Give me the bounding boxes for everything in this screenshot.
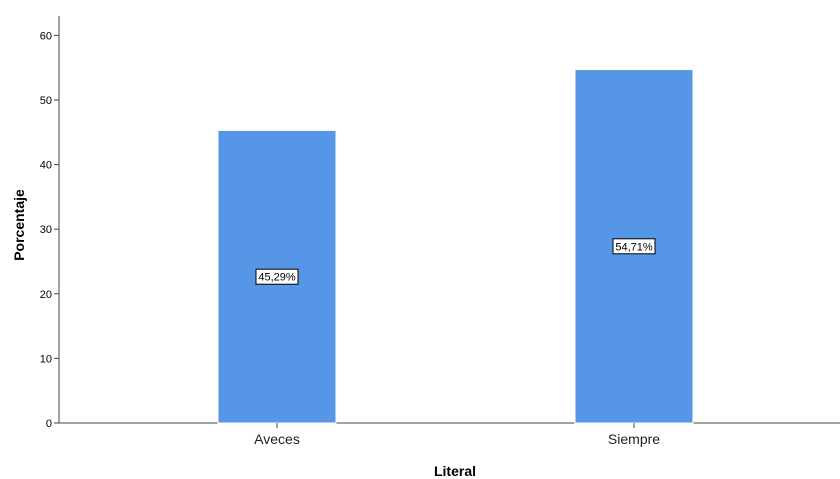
y-tick-label: 10 [40,353,52,365]
y-axis: 0 10 20 30 40 50 60 [40,16,60,430]
y-tick-label: 0 [46,418,52,430]
data-labels: 45,29% 54,71% [255,238,656,285]
category-labels: Aveces Siempre [254,423,660,447]
data-label-text: 54,71% [615,241,653,253]
y-tick-label: 50 [40,95,52,107]
data-label-text: 45,29% [258,272,296,284]
x-axis-title: Literal [434,463,476,479]
y-tick-label: 60 [40,30,52,42]
data-label-box [255,268,299,285]
bar-aveces [217,129,337,424]
y-tick-label: 30 [40,224,52,236]
data-label: 45,29% [255,268,299,285]
y-tick-label: 40 [40,160,52,172]
y-ticks: 0 10 20 30 40 50 60 [40,30,59,430]
data-label: 54,71% [612,238,656,255]
data-label-box [612,238,656,255]
x-tick-label: Siempre [608,431,660,447]
x-tick-label: Aveces [254,431,300,447]
y-tick-label: 20 [40,289,52,301]
y-axis-title: Porcentaje [11,189,27,261]
